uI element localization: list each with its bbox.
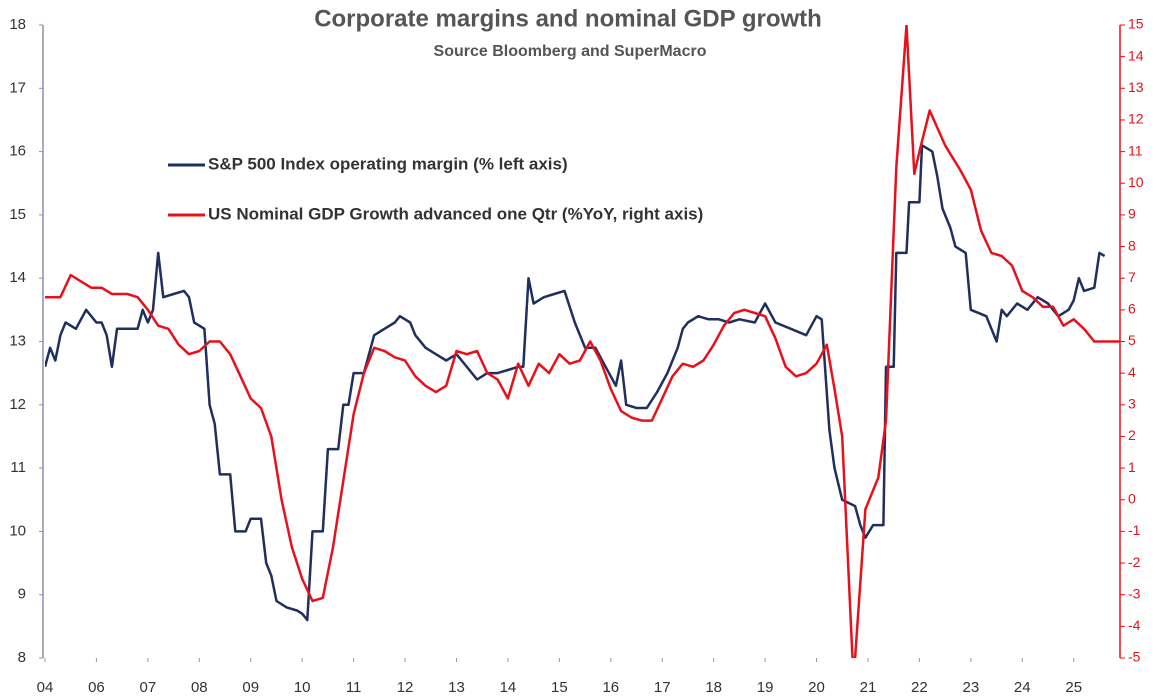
y-tick-label: 15 xyxy=(9,206,26,223)
y2-tick-label: -5 xyxy=(1128,649,1141,665)
x-tick-label: 17 xyxy=(654,679,671,696)
y-tick-label: 14 xyxy=(9,269,26,286)
y2-tick-label: 12 xyxy=(1128,111,1144,127)
y2-tick-label: -1 xyxy=(1128,522,1141,538)
y2-tick-label: -4 xyxy=(1128,617,1141,633)
x-tick-label: 24 xyxy=(1014,679,1031,696)
y2-tick-label: 3 xyxy=(1128,396,1136,412)
y-tick-label: 16 xyxy=(9,143,26,160)
x-tick-label: 21 xyxy=(860,679,877,696)
y2-tick-label: -2 xyxy=(1128,554,1141,570)
y-tick-label: 10 xyxy=(9,522,26,539)
y2-tick-label: 6 xyxy=(1128,301,1136,317)
x-tick-label: 11 xyxy=(346,679,362,696)
y-tick-label: 18 xyxy=(9,16,26,33)
x-tick-label: 14 xyxy=(500,679,517,696)
x-tick-label: 09 xyxy=(242,679,259,696)
y2-tick-label: -3 xyxy=(1128,585,1141,601)
y2-tick-label: 13 xyxy=(1128,79,1144,95)
chart-subtitle: Source Bloomberg and SuperMacro xyxy=(434,43,707,60)
y2-tick-label: 2 xyxy=(1128,427,1136,443)
series-line xyxy=(45,25,1120,658)
y2-tick-label: 1 xyxy=(1128,459,1136,475)
x-tick-label: 06 xyxy=(88,679,105,696)
y2-tick-label: 8 xyxy=(1128,237,1136,253)
legend-label: S&P 500 Index operating margin (% left a… xyxy=(208,154,568,173)
x-tick-label: 20 xyxy=(808,679,825,696)
y2-tick-label: 0 xyxy=(1128,490,1136,506)
x-tick-label: 19 xyxy=(757,679,774,696)
y-tick-label: 17 xyxy=(9,79,26,96)
x-tick-label: 12 xyxy=(397,679,414,696)
x-tick-label: 04 xyxy=(37,679,54,696)
x-tick-label: 18 xyxy=(705,679,722,696)
x-tick-label: 13 xyxy=(448,679,465,696)
x-tick-label: 08 xyxy=(191,679,208,696)
y2-tick-label: 5 xyxy=(1128,332,1136,348)
y-tick-label: 11 xyxy=(10,459,26,476)
y-tick-label: 12 xyxy=(9,396,26,413)
x-tick-label: 23 xyxy=(962,679,979,696)
series-line xyxy=(45,144,1106,622)
y-tick-label: 13 xyxy=(9,332,26,349)
y2-tick-label: 7 xyxy=(1128,269,1136,285)
y2-tick-label: 11 xyxy=(1128,142,1143,158)
chart-title: Corporate margins and nominal GDP growth xyxy=(314,5,822,32)
x-tick-label: 10 xyxy=(294,679,311,696)
y2-tick-label: 9 xyxy=(1128,206,1136,222)
y2-tick-label: 15 xyxy=(1128,16,1144,32)
y2-tick-label: 10 xyxy=(1128,174,1144,190)
x-tick-label: 22 xyxy=(911,679,928,696)
y2-tick-label: 4 xyxy=(1128,364,1136,380)
y2-tick-label: 14 xyxy=(1128,47,1144,63)
y-tick-label: 9 xyxy=(18,586,26,603)
x-tick-label: 16 xyxy=(602,679,619,696)
x-tick-label: 25 xyxy=(1065,679,1082,696)
x-tick-label: 15 xyxy=(551,679,568,696)
y-tick-label: 8 xyxy=(18,649,26,666)
x-tick-label: 07 xyxy=(140,679,157,696)
legend-label: US Nominal GDP Growth advanced one Qtr (… xyxy=(208,204,703,223)
